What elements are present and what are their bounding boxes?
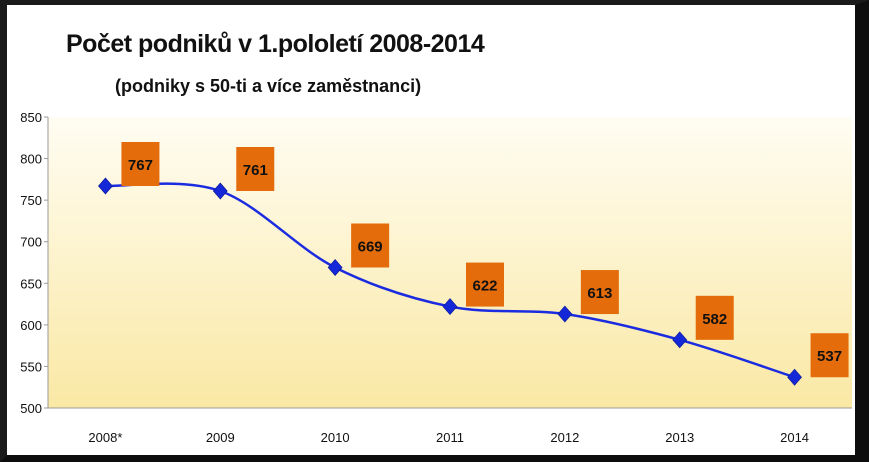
data-point-marker	[442, 298, 458, 316]
data-label: 582	[702, 311, 727, 328]
data-label-box	[236, 146, 275, 191]
data-markers	[98, 177, 802, 386]
data-label: 622	[472, 278, 497, 295]
data-label: 669	[358, 238, 383, 255]
x-tick-label: 2008*	[88, 430, 122, 445]
data-point-marker	[787, 368, 802, 386]
plot-area	[48, 117, 852, 408]
x-tick-label: 2010	[321, 430, 350, 445]
y-tick-label: 800	[20, 152, 42, 167]
data-point-marker	[557, 305, 573, 323]
x-tick-label: 2011	[436, 430, 464, 445]
data-label-box	[121, 142, 160, 187]
y-tick-label: 700	[20, 235, 42, 250]
x-tick-label: 2014	[780, 430, 809, 445]
data-label: 537	[817, 348, 842, 365]
data-label: 613	[587, 285, 612, 302]
y-tick-label: 500	[20, 401, 42, 416]
data-point-marker	[98, 177, 113, 195]
data-label-box	[466, 262, 504, 307]
x-tick-label: 2013	[665, 430, 694, 445]
data-label-box	[810, 333, 849, 378]
data-label: 761	[243, 162, 268, 179]
y-tick-label: 600	[20, 318, 42, 333]
data-labels: 767 761 669 622 613 582 537	[121, 142, 849, 378]
x-tick-label: 2009	[206, 430, 235, 445]
y-tick-label: 650	[20, 276, 42, 291]
y-tick-label: 750	[20, 193, 42, 208]
x-tick-label: 2012	[550, 430, 579, 445]
x-axis-ticks: 2008* 2009 2010 2011 2012 2013 2014	[88, 430, 809, 445]
data-label-box	[580, 270, 619, 315]
y-tick-label: 550	[20, 359, 42, 374]
data-label-box	[351, 223, 390, 268]
data-point-marker	[672, 331, 688, 349]
data-point-marker	[212, 182, 228, 200]
data-point-marker	[327, 259, 343, 276]
data-label-box	[695, 295, 734, 340]
chart-title: Počet podniků v 1.pololetí 2008-2014	[66, 30, 485, 58]
data-label: 767	[128, 157, 153, 174]
y-tick-label: 850	[20, 110, 42, 125]
chart-subtitle: (podniky s 50-ti a více zaměstnanci)	[115, 76, 422, 96]
y-axis-ticks: 500 550 600 650 700 750 800 850	[20, 110, 48, 416]
